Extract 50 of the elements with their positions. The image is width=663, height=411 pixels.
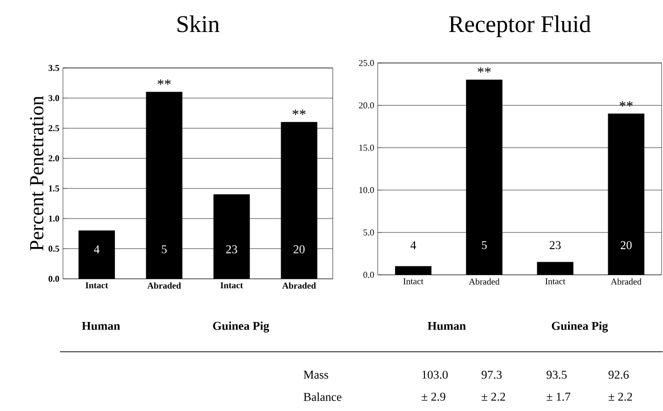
y-tick-label: 25.0 [358, 60, 374, 66]
x-tick-label: Intact [86, 282, 108, 288]
annotation: ** [478, 67, 491, 73]
text: ± 2.2 [608, 392, 632, 401]
annotation: 5 [482, 241, 487, 250]
text: 92.6 [608, 370, 629, 379]
text: Guinea Pig [213, 322, 270, 333]
text: ± 2.2 [482, 392, 506, 401]
x-tick-label: Abraded [147, 282, 181, 289]
y-tick-label: 20.0 [358, 102, 374, 108]
y-tick-label: 0.0 [363, 272, 374, 278]
annotation: ** [158, 80, 171, 85]
y-tick-label: 1.5 [48, 186, 60, 192]
annotation: 20 [294, 245, 305, 254]
text: ± 2.9 [422, 392, 446, 401]
annotation: 23 [226, 245, 238, 254]
chart-title: Receptor Fluid [449, 16, 591, 38]
y-tick-label: 0.5 [48, 246, 60, 252]
annotation: 5 [162, 245, 167, 254]
x-tick-label: Abraded [468, 278, 500, 285]
y-tick-label: 5.0 [364, 230, 374, 236]
text: Balance [304, 392, 342, 402]
text: 93.5 [546, 370, 567, 379]
text: Mass [304, 370, 328, 379]
text: Human [428, 322, 466, 330]
y-axis-title: Percent Penetration [30, 96, 44, 251]
text: 103.0 [422, 370, 448, 379]
x-tick-label: Intact [403, 278, 424, 284]
y-tick-label: 2.0 [48, 155, 60, 162]
y-tick-label: 1.0 [48, 216, 60, 222]
x-tick-label: Intact [545, 278, 566, 284]
y-tick-label: 10.0 [359, 187, 374, 194]
annotation: 20 [620, 241, 632, 250]
text: Guinea Pig [552, 322, 608, 333]
chart-title: Skin [178, 16, 220, 32]
y-tick-label: 3.0 [48, 95, 60, 102]
y-tick-label: 15.0 [359, 144, 374, 151]
text: 97.3 [482, 370, 502, 379]
y-tick-label: 2.5 [48, 125, 60, 132]
annotation: ** [292, 110, 306, 115]
annotation: 4 [94, 245, 100, 254]
x-tick-label: Abraded [610, 278, 642, 285]
x-tick-label: Abraded [282, 282, 316, 289]
x-tick-label: Intact [220, 282, 244, 288]
text: Human [82, 322, 120, 330]
annotation: 23 [550, 241, 561, 250]
y-tick-label: 0.0 [48, 276, 60, 282]
text: ± 1.7 [546, 392, 570, 401]
y-tick-label: 3.5 [48, 65, 60, 72]
annotation: 4 [410, 241, 416, 250]
